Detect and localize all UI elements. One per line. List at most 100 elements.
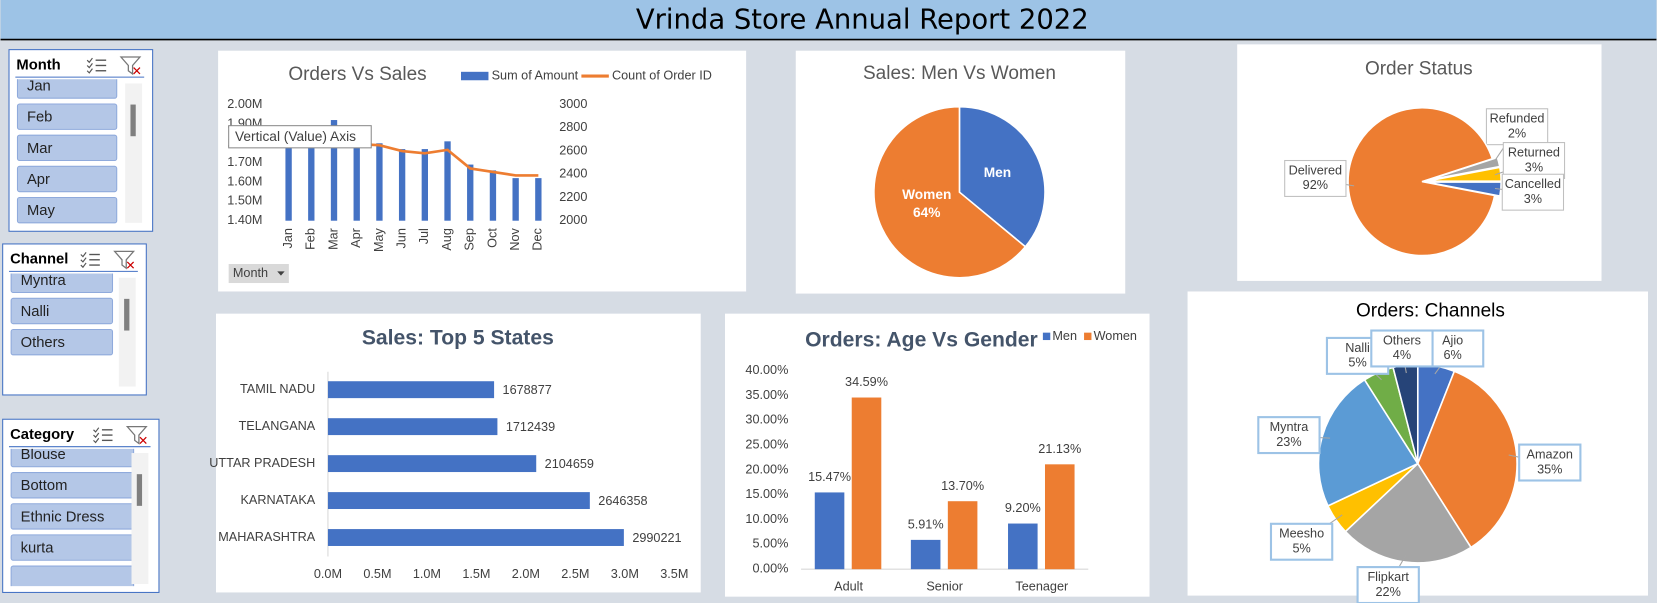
multi-select-icon[interactable] — [86, 68, 93, 74]
slicer-item-label[interactable]: Feb — [27, 110, 52, 126]
y-tick-label: 1.40M — [227, 213, 262, 227]
header-title: Vrinda Store Annual Report 2022 — [636, 5, 1089, 36]
scrollbar-thumb[interactable] — [130, 104, 136, 137]
data-label: 9.20% — [1005, 501, 1041, 515]
slicer-item-label[interactable]: Ethnic Dress — [21, 509, 105, 525]
slicer-item[interactable] — [16, 165, 118, 193]
slice-value-label: 92% — [1303, 178, 1328, 192]
label-box — [1485, 108, 1549, 146]
x-tick-label: Oct — [485, 228, 499, 248]
slicer-item-label[interactable]: May — [27, 203, 56, 219]
slice-label: Women — [902, 187, 951, 202]
y-tick-label: 0.00% — [752, 562, 788, 576]
panel — [215, 313, 701, 593]
label-box — [1284, 159, 1347, 197]
slicer-item-label[interactable]: Bottom — [21, 478, 68, 494]
x-tick-label: Sep — [463, 228, 477, 251]
slice-value-label: 4% — [1393, 348, 1411, 362]
slicer-item-label[interactable]: Apr — [27, 172, 50, 188]
filter-button-label[interactable]: Month — [233, 266, 268, 280]
y-tick-label: TELANGANA — [239, 419, 316, 433]
slice-label: Ajio — [1442, 333, 1463, 347]
x-tick-label: Nov — [508, 227, 522, 250]
slice-value-label: 22% — [1376, 585, 1401, 599]
filter-button-arrow[interactable] — [277, 271, 285, 276]
multi-select-icon[interactable] — [80, 262, 87, 269]
chart-title: Orders: Age Vs Gender — [805, 329, 1038, 352]
x-tick-label: Jul — [417, 228, 431, 244]
slicer-item-label[interactable]: Jan — [27, 79, 51, 95]
pie-slice — [1317, 378, 1419, 507]
slicer-item[interactable] — [16, 73, 118, 99]
data-label: 5.91% — [908, 517, 944, 531]
filter-button[interactable] — [228, 264, 289, 284]
y2-tick-label: 2800 — [559, 120, 587, 134]
clear-filter-icon[interactable] — [133, 67, 141, 75]
slicer-item[interactable] — [10, 267, 114, 294]
y2-tick-label: 2200 — [559, 190, 587, 204]
multi-select-icon[interactable] — [93, 437, 100, 444]
multi-select-icon[interactable] — [86, 57, 93, 64]
legend-swatch — [460, 71, 489, 81]
label-box — [1501, 173, 1565, 211]
legend-label: Sum of Amount — [492, 68, 579, 82]
chart-title: Order Status — [1365, 59, 1473, 80]
slice-label: Meesho — [1279, 527, 1324, 541]
slicer-item-label[interactable]: Myntra — [21, 273, 67, 289]
slice-label: Flipkart — [1367, 570, 1409, 584]
y2-tick-label: 2600 — [559, 143, 587, 157]
bar — [947, 501, 978, 570]
label-box — [1518, 443, 1582, 482]
bar — [327, 529, 624, 546]
clear-filter-icon[interactable] — [125, 426, 148, 445]
y-tick-label: 20.00% — [745, 462, 788, 476]
slicer-item[interactable] — [16, 134, 118, 162]
scrollbar-thumb[interactable] — [124, 298, 130, 331]
clear-filter-icon[interactable] — [119, 56, 142, 76]
bar — [398, 149, 406, 221]
slicer-item-label[interactable]: Blouse — [21, 447, 66, 463]
clear-filter-icon[interactable] — [113, 250, 136, 270]
pie-slice — [1347, 106, 1496, 257]
multi-select-icon[interactable] — [80, 257, 87, 263]
x-tick-label: 3.0M — [611, 567, 639, 581]
x-tick-label: 0.0M — [314, 567, 342, 581]
pie-slice — [873, 105, 1027, 279]
x-tick-label: Feb — [304, 228, 318, 250]
slicer: Month Jan Feb Mar Apr May — [8, 49, 154, 232]
legend-label: Men — [1052, 329, 1077, 343]
bar — [535, 178, 542, 221]
slice-value-label: 6% — [1443, 348, 1461, 362]
x-tick-label: Adult — [834, 580, 863, 594]
data-label: 2646358 — [598, 494, 647, 508]
data-label: 1678877 — [503, 383, 552, 397]
clear-filter-icon[interactable] — [126, 261, 135, 269]
slicer-item[interactable] — [10, 297, 114, 325]
slicer-item[interactable] — [16, 196, 118, 224]
multi-select-icon[interactable] — [93, 427, 100, 433]
slicer: Channel Myntra Nalli Others — [2, 243, 147, 396]
multi-select-icon[interactable] — [86, 63, 93, 69]
label-box — [1356, 566, 1420, 603]
x-tick-label: Senior — [926, 580, 963, 594]
x-tick-label: 0.5M — [363, 567, 391, 581]
slicer-item[interactable] — [16, 103, 118, 130]
slicer-title: Channel — [10, 252, 68, 268]
x-tick-label: Aug — [440, 228, 454, 251]
y-tick-label: 40.00% — [745, 363, 788, 377]
multi-select-icon[interactable] — [80, 252, 87, 258]
x-tick-label: Mar — [326, 228, 340, 250]
clear-filter-icon[interactable] — [139, 436, 147, 444]
y-tick-label: 25.00% — [745, 437, 788, 451]
slicer-item[interactable] — [10, 328, 114, 356]
scrollbar-thumb[interactable] — [136, 474, 143, 506]
slicer-item-label[interactable]: Mar — [27, 141, 53, 157]
bar — [327, 381, 495, 399]
bar — [814, 492, 845, 570]
multi-select-icon[interactable] — [93, 432, 100, 439]
chart-title: Sales: Men Vs Women — [863, 63, 1056, 84]
slicer-item-label[interactable]: Others — [21, 335, 65, 351]
slicer-item-label[interactable]: Nalli — [21, 304, 50, 320]
slicer-item-label[interactable]: kurta — [21, 541, 55, 557]
slice-label: Others — [1383, 333, 1421, 347]
